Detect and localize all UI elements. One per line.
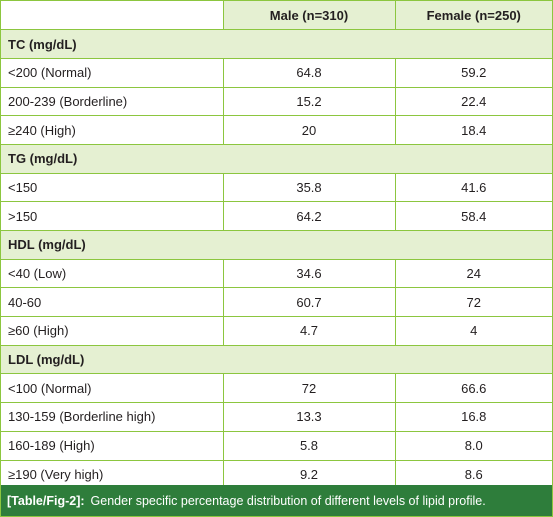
male-value: 64.8 bbox=[222, 58, 395, 88]
header-male: Male (n=310) bbox=[222, 1, 395, 30]
row-label: <100 (Normal) bbox=[8, 380, 92, 396]
male-value: 34.6 bbox=[222, 259, 395, 288]
row-label: 40-60 bbox=[8, 294, 42, 310]
header-female: Female (n=250) bbox=[394, 1, 552, 30]
male-value: 15.2 bbox=[222, 87, 395, 116]
row-label: <40 (Low) bbox=[8, 266, 67, 282]
row-label: ≥240 (High) bbox=[8, 122, 76, 138]
section-title: LDL (mg/dL) bbox=[1, 345, 223, 374]
section-title: HDL (mg/dL) bbox=[1, 230, 223, 260]
caption-ref: [Table/Fig-2]: bbox=[7, 493, 85, 508]
female-value: 58.4 bbox=[394, 201, 552, 231]
section-row-ldl: LDL (mg/dL) bbox=[1, 345, 552, 374]
male-value: 72 bbox=[222, 373, 395, 403]
row-label: 130-159 (Borderline high) bbox=[8, 409, 156, 425]
section-row-tg: TG (mg/dL) bbox=[1, 144, 552, 174]
male-value: 35.8 bbox=[222, 173, 395, 202]
female-value: 22.4 bbox=[394, 87, 552, 116]
table-row: 200-239 (Borderline) 15.2 22.4 bbox=[1, 87, 552, 116]
row-label: <150 bbox=[8, 179, 38, 195]
figure-caption: [Table/Fig-2]: Gender specific percentag… bbox=[1, 485, 552, 516]
table-row: 130-159 (Borderline high) 13.3 16.8 bbox=[1, 402, 552, 432]
female-value: 8.0 bbox=[394, 431, 552, 460]
lipid-profile-table: Male (n=310) Female (n=250) TC (mg/dL) <… bbox=[1, 1, 552, 489]
table-row: >150 64.2 58.4 bbox=[1, 201, 552, 231]
row-label: 160-189 (High) bbox=[8, 438, 95, 454]
row-label: >150 bbox=[8, 208, 38, 224]
female-value: 16.8 bbox=[394, 402, 552, 432]
table-row: <40 (Low) 34.6 24 bbox=[1, 259, 552, 288]
male-value: 13.3 bbox=[222, 402, 395, 432]
female-value: 8.6 bbox=[394, 460, 552, 489]
row-label: ≥60 (High) bbox=[8, 323, 69, 339]
row-label: 200-239 (Borderline) bbox=[8, 93, 128, 109]
table-row: ≥60 (High) 4.7 4 bbox=[1, 316, 552, 346]
table-row: <100 (Normal) 72 66.6 bbox=[1, 373, 552, 403]
header-blank-cell bbox=[1, 1, 223, 30]
table-row: <150 35.8 41.6 bbox=[1, 173, 552, 202]
male-value: 64.2 bbox=[222, 201, 395, 231]
table-row: 40-60 60.7 72 bbox=[1, 287, 552, 317]
female-value: 59.2 bbox=[394, 58, 552, 88]
male-value: 4.7 bbox=[222, 316, 395, 346]
female-value: 4 bbox=[394, 316, 552, 346]
section-title: TC (mg/dL) bbox=[1, 29, 223, 59]
male-value: 5.8 bbox=[222, 431, 395, 460]
caption-text: Gender specific percentage distribution … bbox=[90, 493, 486, 508]
male-value: 20 bbox=[222, 115, 395, 145]
row-label: <200 (Normal) bbox=[8, 65, 92, 81]
section-title: TG (mg/dL) bbox=[1, 144, 223, 174]
table-row: 160-189 (High) 5.8 8.0 bbox=[1, 431, 552, 460]
female-value: 18.4 bbox=[394, 115, 552, 145]
table-row: ≥190 (Very high) 9.2 8.6 bbox=[1, 460, 552, 489]
section-row-tc: TC (mg/dL) bbox=[1, 29, 552, 59]
female-value: 24 bbox=[394, 259, 552, 288]
section-row-hdl: HDL (mg/dL) bbox=[1, 230, 552, 260]
female-value: 72 bbox=[394, 287, 552, 317]
male-value: 60.7 bbox=[222, 287, 395, 317]
table-row: ≥240 (High) 20 18.4 bbox=[1, 115, 552, 145]
row-label: ≥190 (Very high) bbox=[8, 466, 104, 482]
female-value: 66.6 bbox=[394, 373, 552, 403]
table-row: <200 (Normal) 64.8 59.2 bbox=[1, 58, 552, 88]
table-header-row: Male (n=310) Female (n=250) bbox=[1, 1, 552, 30]
male-value: 9.2 bbox=[222, 460, 395, 489]
female-value: 41.6 bbox=[394, 173, 552, 202]
